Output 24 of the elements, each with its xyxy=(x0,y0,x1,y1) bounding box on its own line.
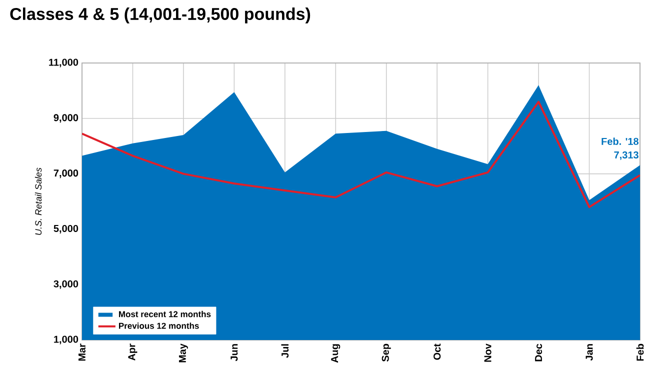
x-tick-label: Dec xyxy=(535,344,542,362)
x-tick-label: Aug xyxy=(331,344,340,363)
x-tick-label: Mar xyxy=(78,344,86,361)
y-tick-label: 5,000 xyxy=(54,224,78,234)
annotation: Feb. '18 xyxy=(602,138,638,145)
x-tick-label: Jun xyxy=(230,344,238,362)
data-label: 7,313 xyxy=(614,151,638,160)
y-tick-label: 11,000 xyxy=(49,58,78,68)
y-tick-label: 7,000 xyxy=(54,170,78,178)
x-tick-label: May xyxy=(178,344,188,362)
y-tick-label: 9,000 xyxy=(54,114,78,123)
y-tick-label: 1,000 xyxy=(54,336,78,344)
x-tick-label: Feb xyxy=(636,344,644,361)
legend-label: Most recent 12 months xyxy=(119,310,211,318)
y-tick-label: 3,000 xyxy=(54,280,78,289)
legend-label: Previous 12 months xyxy=(119,322,199,329)
x-tick-label: Nov xyxy=(484,344,492,362)
x-tick-label: Sep xyxy=(382,344,391,362)
x-tick-label: Jan xyxy=(586,344,593,361)
x-tick-label: Jul xyxy=(281,344,289,358)
x-tick-label: Oct xyxy=(434,344,441,360)
x-tick-label: Apr xyxy=(128,344,138,361)
y-axis-title: U.S. Retail Sales xyxy=(34,168,42,235)
chart-title: Classes 4 & 5 (14,001-19,500 pounds) xyxy=(10,8,310,24)
